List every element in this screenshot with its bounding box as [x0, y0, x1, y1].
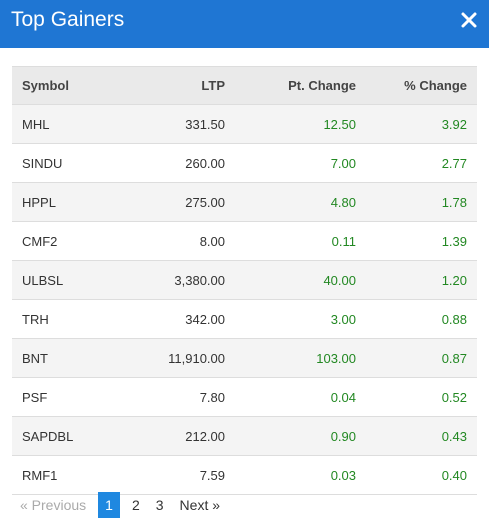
table-row: MHL 331.50 12.50 3.92	[12, 104, 477, 144]
cell-ltp: 342.00	[185, 311, 225, 327]
cell-pt-change: 12.50	[323, 116, 356, 132]
table-row: BNT 11,910.00 103.00 0.87	[12, 338, 477, 378]
cell-ltp: 331.50	[185, 116, 225, 132]
cell-pct-change: 0.43	[441, 428, 467, 444]
column-header-pt-change[interactable]: Pt. Change	[225, 66, 356, 105]
cell-pct-change: 0.40	[441, 467, 467, 483]
cell-symbol[interactable]: PSF	[22, 389, 48, 405]
cell-pct-change: 1.78	[441, 194, 467, 210]
cell-ltp: 3,380.00	[174, 272, 225, 288]
cell-pt-change: 40.00	[323, 272, 356, 288]
cell-pct-change: 0.88	[441, 311, 467, 327]
cell-ltp: 11,910.00	[168, 350, 225, 366]
cell-pct-change: 0.87	[441, 350, 467, 366]
cell-pct-change: 1.20	[441, 272, 467, 288]
modal-title: Top Gainers	[11, 8, 125, 31]
cell-symbol[interactable]: HPPL	[22, 194, 56, 210]
cell-pct-change: 0.52	[441, 389, 467, 405]
table-row: CMF2 8.00 0.11 1.39	[12, 221, 477, 261]
cell-symbol[interactable]: ULBSL	[22, 272, 64, 288]
table-row: PSF 7.80 0.04 0.52	[12, 377, 477, 417]
cell-symbol[interactable]: SAPDBL	[22, 428, 74, 444]
cell-pt-change: 0.04	[330, 389, 356, 405]
cell-ltp: 212.00	[185, 428, 225, 444]
pagination-page-2[interactable]: 2	[131, 497, 140, 513]
cell-pt-change: 0.90	[330, 428, 356, 444]
cell-ltp: 260.00	[185, 155, 225, 171]
cell-pct-change: 1.39	[441, 233, 467, 249]
gainers-table: Symbol LTP Pt. Change % Change MHL 331.5…	[12, 66, 477, 495]
cell-symbol[interactable]: RMF1	[22, 467, 58, 483]
cell-symbol[interactable]: SINDU	[22, 155, 63, 171]
table-row: ULBSL 3,380.00 40.00 1.20	[12, 260, 477, 300]
modal-header: Top Gainers	[0, 0, 489, 48]
cell-ltp: 7.80	[199, 389, 225, 405]
pagination-page-1[interactable]: 1	[98, 492, 120, 518]
cell-symbol[interactable]: CMF2	[22, 233, 58, 249]
table-row: SAPDBL 212.00 0.90 0.43	[12, 416, 477, 456]
table-row: TRH 342.00 3.00 0.88	[12, 299, 477, 339]
cell-pct-change: 3.92	[441, 116, 467, 132]
cell-symbol[interactable]: BNT	[22, 350, 48, 366]
pagination-previous[interactable]: « Previous	[20, 497, 87, 513]
cell-pt-change: 103.00	[316, 350, 356, 366]
cell-pt-change: 7.00	[330, 155, 356, 171]
cell-pt-change: 4.80	[330, 194, 356, 210]
table-row: SINDU 260.00 7.00 2.77	[12, 143, 477, 183]
column-header-ltp[interactable]: LTP	[122, 66, 225, 105]
cell-symbol[interactable]: MHL	[22, 116, 50, 132]
table-row: RMF1 7.59 0.03 0.40	[12, 455, 477, 495]
table-row: HPPL 275.00 4.80 1.78	[12, 182, 477, 222]
cell-pt-change: 0.11	[331, 233, 356, 249]
cell-ltp: 275.00	[185, 194, 225, 210]
cell-pt-change: 0.03	[330, 467, 356, 483]
pagination-page-3[interactable]: 3	[155, 497, 164, 513]
column-header-symbol[interactable]: Symbol	[12, 66, 122, 105]
cell-pct-change: 2.77	[441, 155, 467, 171]
cell-pt-change: 3.00	[330, 311, 356, 327]
cell-symbol[interactable]: TRH	[22, 311, 49, 327]
close-icon[interactable]	[459, 10, 479, 30]
cell-ltp: 7.59	[199, 467, 225, 483]
column-header-pct-change[interactable]: % Change	[356, 66, 477, 105]
pagination: « Previous 1 2 3 Next »	[12, 492, 228, 518]
table-header-row: Symbol LTP Pt. Change % Change	[12, 66, 477, 105]
gainers-table-container: Symbol LTP Pt. Change % Change MHL 331.5…	[12, 66, 477, 495]
cell-ltp: 8.00	[199, 233, 225, 249]
pagination-next[interactable]: Next »	[179, 497, 221, 513]
